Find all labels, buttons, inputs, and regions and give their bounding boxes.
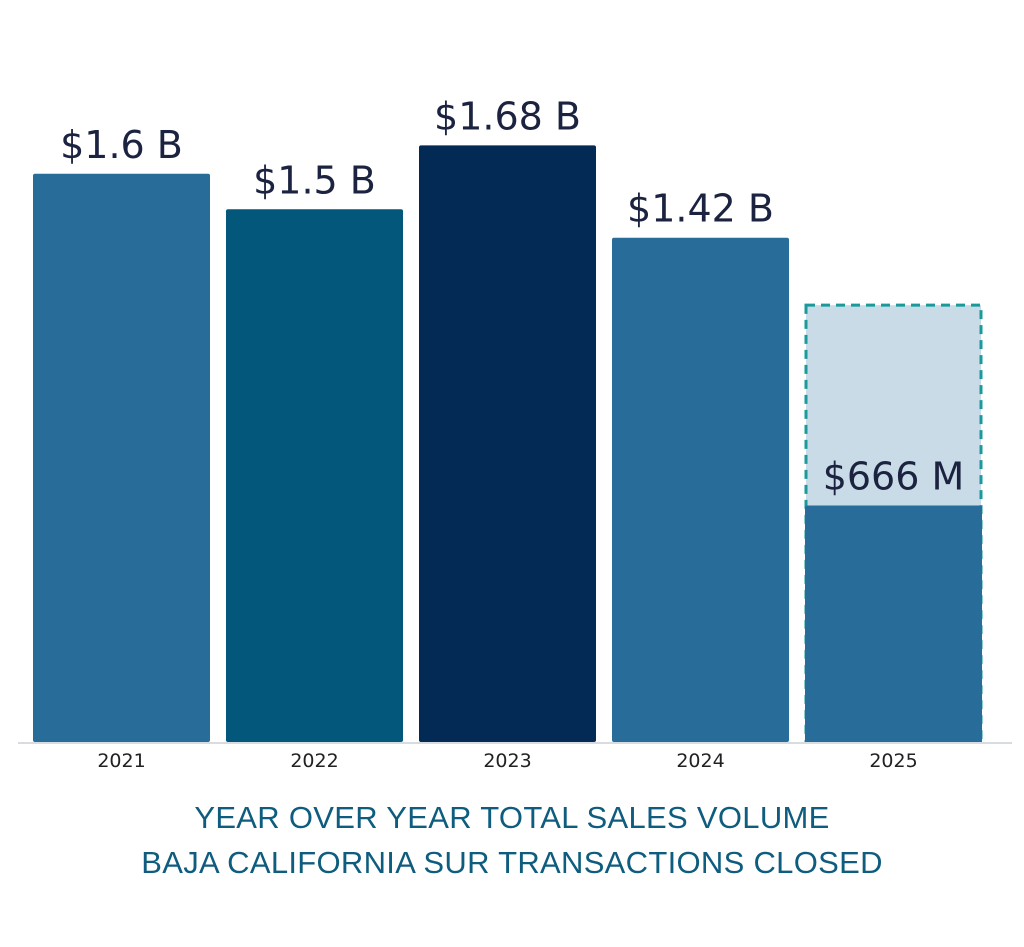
value-label-2022: $1.5 B xyxy=(253,158,376,202)
x-tick-label-2025: 2025 xyxy=(869,750,917,772)
x-tick-label-2022: 2022 xyxy=(290,750,338,772)
value-label-2025: $666 M xyxy=(823,454,965,498)
bars-layer xyxy=(33,145,983,744)
value-label-2023: $1.68 B xyxy=(434,94,581,138)
x-tick-label-2023: 2023 xyxy=(483,750,531,772)
chart-title-line-1: YEAR OVER YEAR TOTAL SALES VOLUME xyxy=(194,800,830,835)
bar-2024 xyxy=(612,237,789,742)
value-label-2021: $1.6 B xyxy=(60,123,183,167)
x-tick-label-2024: 2024 xyxy=(676,750,724,772)
x-tick-labels-layer: 2021 2022 2023 2024 2025 xyxy=(97,750,917,772)
x-tick-label-2021: 2021 xyxy=(97,750,145,772)
bar-2021 xyxy=(33,173,210,742)
bar-2023 xyxy=(419,145,596,742)
bar-2025 xyxy=(805,505,982,744)
value-labels-layer: $1.6 B $1.5 B $1.68 B $1.42 B $666 M xyxy=(60,94,964,498)
value-label-2024: $1.42 B xyxy=(627,187,774,231)
bar-2022 xyxy=(226,209,403,742)
chart-title-line-2: BAJA CALIFORNIA SUR TRANSACTIONS CLOSED xyxy=(141,845,883,880)
